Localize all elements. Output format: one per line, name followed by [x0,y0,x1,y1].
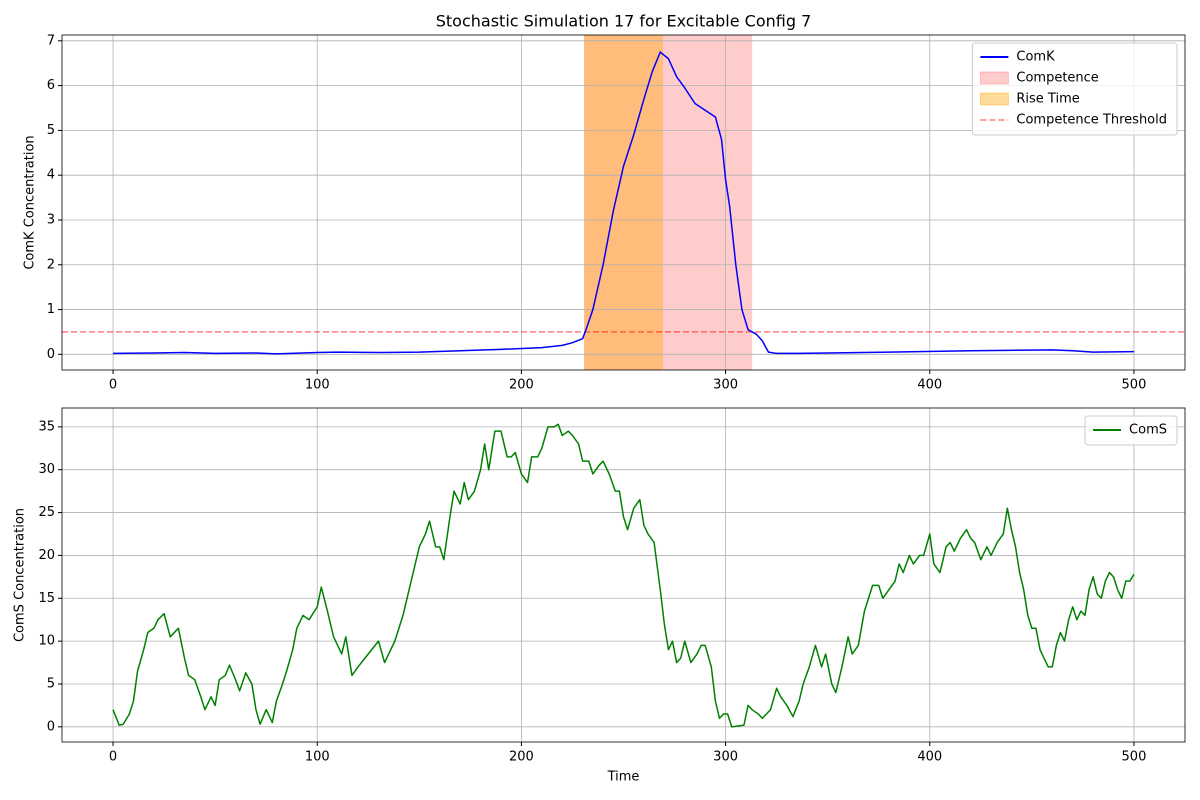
x-tick-label: 400 [917,750,942,765]
x-axis-label: Time [607,770,640,785]
legend-label: ComK [1016,50,1055,65]
axes-frame [61,34,1186,371]
y-tick-label: 6 [47,78,55,93]
axes: 0 100 200 300 400 500 0 1 2 3 4 5 6 7 Stochastic Simul… [23,12,1186,393]
y-tick-label: 30 [38,462,55,477]
y-tick-label: 35 [38,419,55,434]
y-tick-label: 20 [38,548,55,563]
axes: 0 100 200 300 400 500 0 5 10 15 20 25 30 35 Time ComS C… [13,407,1186,785]
x-tick-label: 100 [305,750,330,765]
legend-label: Competence Threshold [1016,113,1167,128]
x-tick-label: 0 [109,378,117,393]
y-tick-label: 25 [38,505,55,520]
x-tick-label: 500 [1122,750,1147,765]
series-line [113,51,1134,355]
y-tick-label: 5 [47,676,55,691]
x-tick-label: 100 [305,378,330,393]
x-tick-label: 400 [917,378,942,393]
y-tick-label: 10 [38,634,55,649]
x-tick-label: 200 [509,378,534,393]
axes-frame [61,407,1186,743]
y-tick-label: 1 [47,302,55,317]
y-tick-label: 4 [47,168,55,183]
chart-title: Stochastic Simulation 17 for Excitable C… [436,12,812,31]
legend-label: Rise Time [1016,92,1079,107]
y-tick-label: 0 [47,347,55,362]
x-tick-label: 300 [713,750,738,765]
legend-box [1084,415,1178,446]
y-tick-label: 0 [47,719,55,734]
x-tick-label: 0 [109,750,117,765]
series-line [112,423,1135,728]
y-axis-label: ComK Concentration [23,135,38,269]
y-tick-label: 5 [47,123,55,138]
legend-label: Competence [1016,71,1098,86]
span [584,35,753,370]
x-tick-label: 300 [713,378,738,393]
legend-swatch [979,71,1009,85]
legend-label: ComS [1129,423,1167,438]
span [584,35,663,370]
legend-swatch [979,92,1009,106]
y-axis-label: ComS Concentration [13,508,28,642]
y-tick-label: 7 [47,33,55,48]
legend: ComS [1084,415,1178,446]
y-tick-label: 15 [38,591,55,606]
y-tick-label: 2 [47,257,55,272]
legend: ComK Competence Rise Time Competence Thresh… [971,42,1178,136]
x-tick-label: 200 [509,750,534,765]
legend-box [971,42,1178,136]
x-tick-label: 500 [1122,378,1147,393]
y-tick-label: 3 [47,212,55,227]
